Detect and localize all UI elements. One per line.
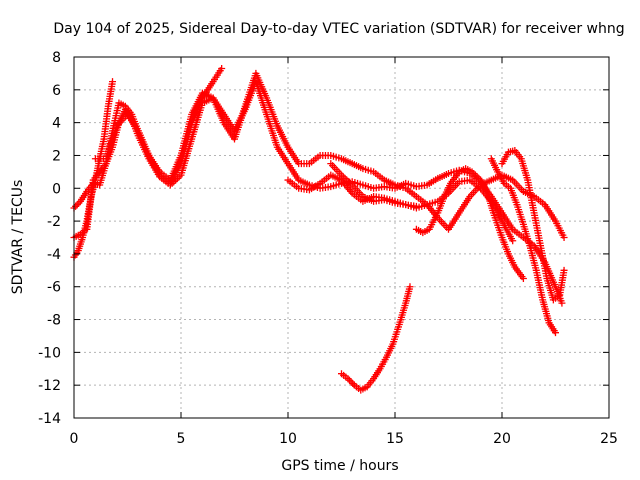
data-point xyxy=(218,64,226,72)
y-tick-label: 0 xyxy=(52,181,61,197)
data-point xyxy=(73,201,81,209)
series-arc-10 xyxy=(338,283,414,394)
series-arc-7 xyxy=(412,165,527,283)
x-tick-label: 15 xyxy=(386,431,404,447)
data-point xyxy=(519,275,527,283)
series-arc-4 xyxy=(91,69,568,241)
x-tick-label: 5 xyxy=(177,431,186,447)
data-point xyxy=(344,375,352,383)
data-point xyxy=(560,266,568,274)
y-tick-label: -14 xyxy=(38,411,61,427)
data-point xyxy=(560,234,568,241)
x-axis-label: GPS time / hours xyxy=(281,458,398,474)
chart-title: Day 104 of 2025, Sidereal Day-to-day VTE… xyxy=(53,21,624,37)
data-point xyxy=(509,237,517,245)
y-axis-label: SDTVAR / TECUs xyxy=(10,180,26,295)
y-tick-label: 6 xyxy=(52,83,61,99)
y-tick-label: 4 xyxy=(52,116,61,132)
data-point xyxy=(347,378,355,386)
data-point xyxy=(346,376,354,384)
plot-frame xyxy=(73,56,610,419)
x-tick-label: 10 xyxy=(279,431,297,447)
series-arc-8 xyxy=(487,155,559,337)
series-arc-9 xyxy=(498,147,568,304)
y-tick-label: -10 xyxy=(38,345,61,361)
data-point xyxy=(109,78,117,86)
x-tick-label: 20 xyxy=(493,431,511,447)
data-point xyxy=(406,283,414,291)
y-tick-label: -8 xyxy=(47,313,61,329)
axis-ticks xyxy=(73,56,610,419)
data-series xyxy=(70,64,568,394)
y-tick-label: 8 xyxy=(52,50,61,66)
tick-labels: 0 5 10 15 20 25 -14 -12 -10 -8 -6 -4 -2 0 2 4 6 8 xyxy=(38,50,618,447)
data-point xyxy=(558,299,566,307)
x-tick-label: 0 xyxy=(70,431,79,447)
x-tick-label: 25 xyxy=(600,431,618,447)
y-tick-label: -12 xyxy=(38,378,61,394)
y-tick-label: -2 xyxy=(47,214,61,230)
data-point xyxy=(349,380,357,388)
data-point xyxy=(552,329,559,337)
y-tick-label: 2 xyxy=(52,148,61,164)
y-tick-label: -4 xyxy=(47,247,61,263)
data-point xyxy=(75,199,83,207)
y-tick-label: -6 xyxy=(47,280,61,296)
data-point xyxy=(72,202,80,210)
